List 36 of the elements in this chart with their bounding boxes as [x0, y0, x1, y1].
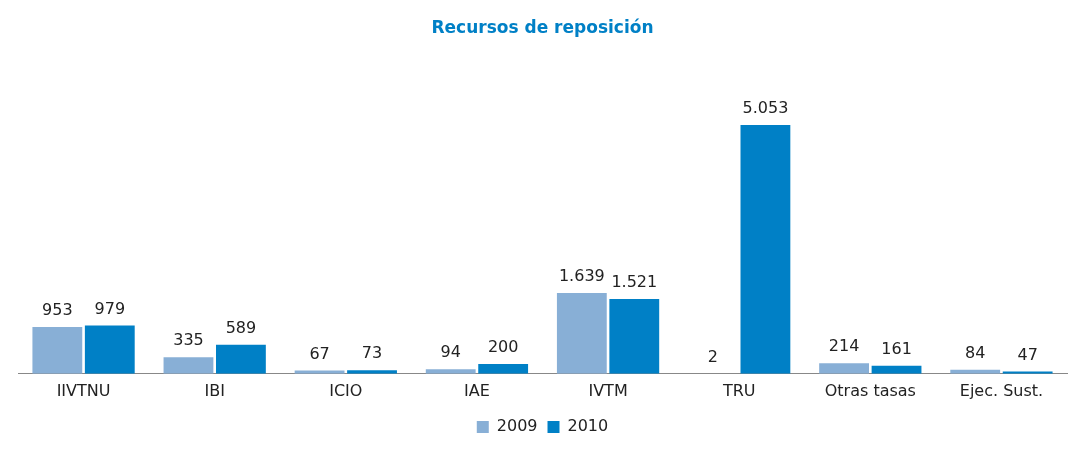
data-label: 161	[881, 339, 912, 359]
data-label: 47	[1017, 344, 1038, 364]
x-tick-label: IIVTNU	[56, 380, 111, 400]
data-label: 94	[440, 342, 461, 362]
bar	[819, 363, 869, 374]
data-label: 589	[225, 317, 257, 337]
x-tick-label: Otras tasas	[824, 380, 916, 400]
x-tick-label: IAE	[464, 380, 490, 400]
x-tick-label: IBI	[204, 380, 225, 400]
data-label: 1.521	[611, 272, 658, 292]
data-label: 953	[42, 300, 73, 320]
bar	[740, 125, 791, 374]
bar	[609, 298, 660, 374]
bar	[216, 344, 266, 374]
x-tick-label: Ejec. Sust.	[959, 380, 1044, 400]
data-label: 979	[94, 298, 126, 318]
bar	[163, 357, 214, 374]
data-label: 200	[487, 337, 519, 357]
x-tick-label: TRU	[721, 380, 756, 400]
bar	[556, 293, 607, 374]
bar	[32, 326, 83, 374]
bar	[84, 325, 135, 374]
data-label: 84	[965, 342, 986, 362]
x-tick-label: IVTM	[588, 380, 628, 400]
legend-label: 2010	[567, 416, 609, 436]
data-label: 335	[173, 330, 204, 350]
data-label: 73	[361, 343, 383, 363]
legend-label: 2009	[496, 416, 538, 436]
data-label: 67	[309, 343, 330, 363]
data-label: 5.053	[742, 98, 789, 118]
data-label: 1.639	[558, 266, 605, 286]
x-tick-label: ICIO	[329, 380, 363, 400]
bar	[478, 363, 529, 374]
chart-title: Recursos de reposición	[431, 16, 654, 37]
data-label: 214	[828, 336, 860, 356]
data-label: 2	[707, 346, 719, 366]
